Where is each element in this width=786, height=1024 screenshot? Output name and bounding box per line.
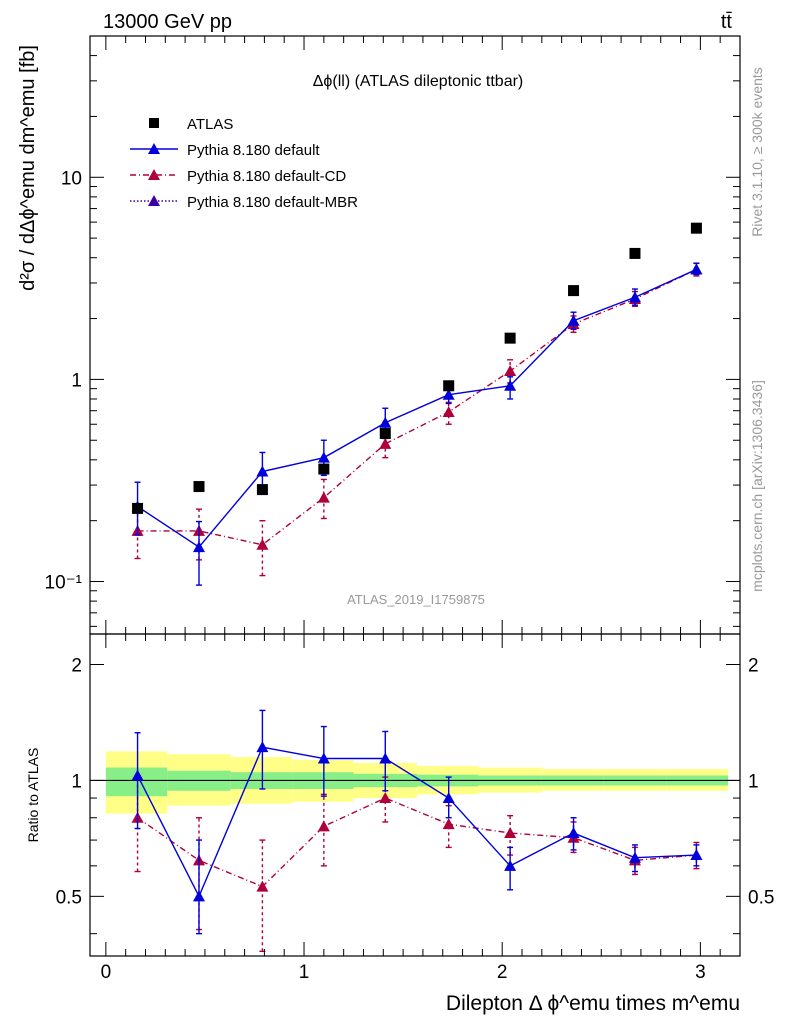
main-series-default-point: [317, 451, 330, 463]
main-series-cd-point: [317, 491, 330, 503]
main-series-atlas-point: [443, 380, 455, 392]
ratio-series-default-point: [379, 752, 392, 764]
legend-marker-default: [148, 143, 160, 154]
main-series-default-point: [256, 465, 269, 477]
main-series-cd-point: [504, 365, 517, 377]
main-y-tick-label: 1: [71, 370, 82, 391]
ratio-series-group: [131, 709, 703, 952]
ratio-y-tick-label: 2: [71, 655, 82, 676]
legend-marker-cd: [148, 169, 160, 180]
main-series-cd-point: [256, 538, 269, 550]
ratio-series-cd-line: [137, 797, 697, 888]
header-left-label: 13000 GeV pp: [103, 11, 232, 33]
main-series-atlas-point: [318, 463, 330, 475]
ratio-series-cd-point: [504, 827, 517, 839]
ratio-series-default-point: [256, 741, 269, 753]
main-series-atlas-point: [379, 427, 391, 439]
main-series-cd-point: [379, 437, 392, 449]
main-series-atlas-point: [256, 484, 268, 496]
main-series-default-point: [192, 541, 205, 553]
ratio-y-tick-label: 1: [71, 771, 82, 792]
ratio-series-default-point: [504, 859, 517, 871]
main-series-default-point: [504, 379, 517, 391]
ratio-series-cd-point: [317, 820, 330, 832]
legend-marker-mbr: [148, 195, 160, 206]
ratio-series-default-point: [317, 752, 330, 764]
main-series-atlas-point: [629, 247, 641, 259]
main-series-default-point: [379, 416, 392, 428]
ratio-y-axis-label: Ratio to ATLAS: [25, 748, 41, 843]
legend-label-mbr: Pythia 8.180 default-MBR: [187, 194, 358, 211]
ratio-frame: [89, 633, 741, 957]
legend-label-atlas: ATLAS: [187, 116, 233, 133]
main-series-atlas-point: [504, 332, 516, 344]
x-axis-label: Dilepton Δ ϕ^emu times m^emu: [446, 992, 740, 1015]
ratio-series-default-point: [690, 849, 703, 861]
ratio-series-default-point: [131, 769, 144, 781]
legend: ATLAS Pythia 8.180 default Pythia 8.180 …: [130, 116, 358, 211]
ratio-series-default-point: [442, 792, 455, 804]
x-tick-label: 2: [497, 962, 508, 983]
ratio-series-default-point: [628, 851, 641, 863]
ratio-series-cd-point: [442, 818, 455, 830]
watermark-label: ATLAS_2019_I1759875: [347, 592, 485, 607]
ratio-series-default-point: [567, 827, 580, 839]
ratio-y-tick-label: 0.5: [56, 887, 82, 908]
main-series-atlas-point: [690, 222, 702, 234]
x-tick-label: 3: [695, 962, 706, 983]
x-tick-label: 0: [101, 962, 112, 983]
main-y-tick-label: 10: [61, 168, 82, 189]
legend-marker-atlas: [149, 118, 159, 128]
main-series-default-point: [628, 291, 641, 303]
ratio-y-tick-label-right: 0.5: [748, 887, 774, 908]
header-right-label: tt̄: [721, 11, 733, 33]
ratio-series-default-point: [192, 890, 205, 902]
ratio-series-cd-point: [256, 880, 269, 892]
main-series-atlas-point: [568, 285, 580, 297]
legend-label-cd: Pythia 8.180 default-CD: [187, 168, 346, 185]
legend-label-default: Pythia 8.180 default: [187, 142, 320, 159]
main-series-default-point: [442, 388, 455, 400]
rivet-side-label: Rivet 3.1.10, ≥ 300k events: [749, 67, 765, 237]
main-series-cd-line: [137, 268, 697, 546]
main-plot-title: Δϕ(ll) (ATLAS dileptonic ttbar): [313, 73, 524, 90]
mcplots-side-label: mcplots.cern.ch [arXiv:1306.3436]: [749, 380, 765, 592]
ratio-series-default-line: [136, 746, 697, 899]
main-series-atlas-point: [193, 481, 205, 493]
main-y-axis-label: d²σ / dΔϕ^emu dm^emu [fb]: [17, 45, 39, 291]
ratio-y-tick-label-right: 2: [748, 655, 759, 676]
ratio-y-tick-label-right: 1: [748, 771, 759, 792]
main-y-tick-label: 10⁻¹: [45, 573, 83, 594]
main-series-default-line: [137, 268, 697, 549]
main-series-default-point: [567, 314, 580, 326]
ratio-series-cd-point: [379, 792, 392, 804]
main-series-cd-point: [442, 405, 455, 417]
main-series-default-point: [690, 263, 703, 275]
x-tick-label: 1: [299, 962, 310, 983]
main-series-atlas-point: [132, 502, 144, 514]
